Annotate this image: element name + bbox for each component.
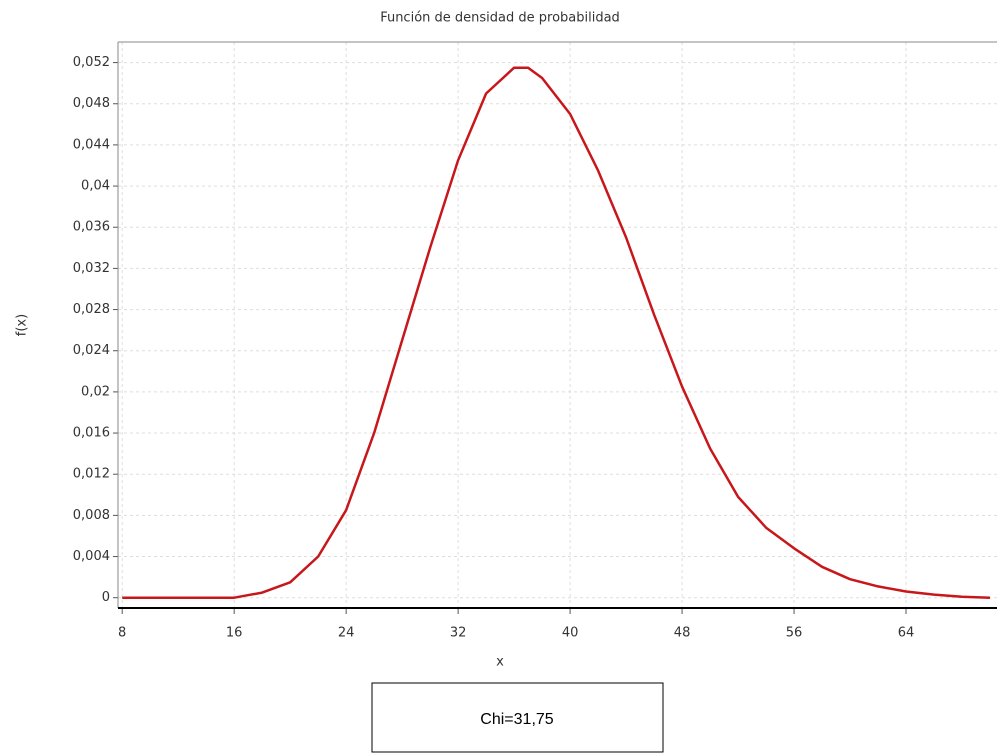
line <box>122 66 991 599</box>
y-tick-label: 0,008 <box>73 508 110 523</box>
y-tick-label: 0 <box>102 590 110 605</box>
y-tick-label: 0,02 <box>81 384 110 399</box>
y-tick-label: 0,028 <box>73 302 110 317</box>
y-tick-label: 0,012 <box>73 467 110 482</box>
x-tick-label: 64 <box>898 626 915 641</box>
y-tick-label: 0,032 <box>73 261 110 276</box>
y-tick-label: 0,024 <box>73 343 110 358</box>
annotation-box <box>371 682 664 753</box>
x-tick-label: 16 <box>226 626 243 641</box>
x-tick-label: 24 <box>338 626 355 641</box>
y-tick-label: 0,004 <box>73 549 110 564</box>
y-tick-label: 0,016 <box>73 426 110 441</box>
x-tick-label: 32 <box>450 626 467 641</box>
x-axis-label: x <box>496 655 504 670</box>
y-tick-label: 0,048 <box>73 96 110 111</box>
x-tick-label: 48 <box>674 626 691 641</box>
chart-title: Función de densidad de probabilidad <box>380 11 620 26</box>
y-axis-label: f(x) <box>15 314 30 336</box>
y-tick-label: 0,04 <box>81 179 110 194</box>
y-tick-label: 0,036 <box>73 220 110 235</box>
y-tick-label: 0,044 <box>73 137 110 152</box>
x-tick-label: 56 <box>786 626 803 641</box>
x-tick-label: 40 <box>562 626 579 641</box>
y-tick-label: 0,052 <box>73 55 110 70</box>
annotation: Chi=31,75 <box>480 711 553 728</box>
x-tick-label: 8 <box>118 626 126 641</box>
